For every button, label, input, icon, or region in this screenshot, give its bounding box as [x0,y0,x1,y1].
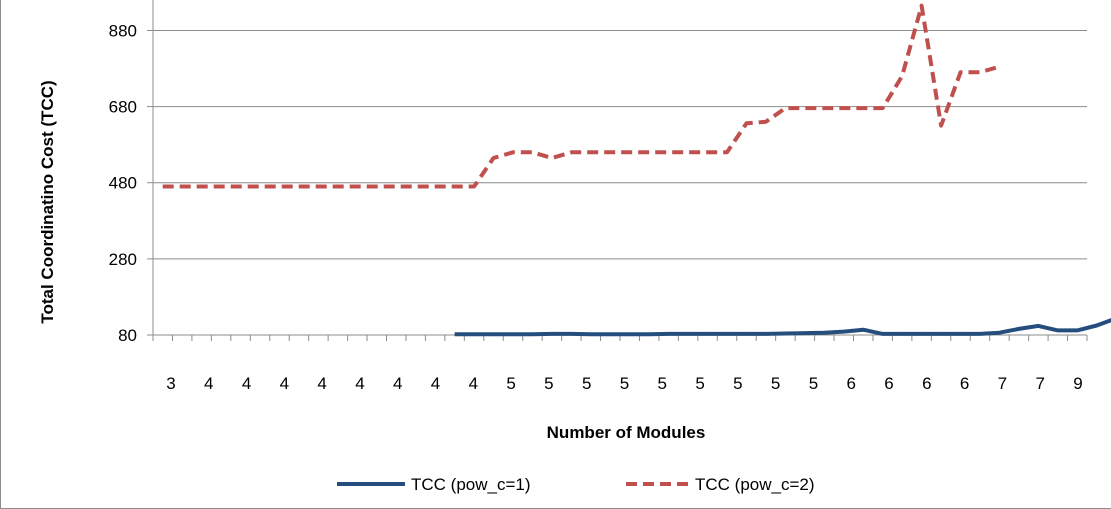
x-tick-label: 5 [695,374,704,393]
series-lines [162,3,1111,337]
x-axis-title: Number of Modules [547,423,706,442]
x-tick-label: 5 [733,374,742,393]
x-tick-label: 4 [280,374,289,393]
x-tick-labels: 3 4 4 4 4 4 4 4 4 5 5 5 5 5 5 5 5 5 6 6 6 6 7 7 9 [166,374,1082,393]
y-tick-label: 880 [109,21,137,40]
y-axis-title: Total Coordinatino Cost (TCC) [38,80,57,323]
x-tick-label: 4 [242,374,251,393]
legend-label-tcc-pow2: TCC (pow_c=2) [695,475,815,494]
x-tick-label: 4 [393,374,402,393]
x-tick-label: 6 [884,374,893,393]
y-tick-label: 480 [109,174,137,193]
x-tick-label: 4 [317,374,326,393]
x-tick-label: 4 [431,374,440,393]
axes [147,0,1088,341]
legend: TCC (pow_c=1) TCC (pow_c=2) [337,475,815,494]
x-tick-label: 5 [620,374,629,393]
x-tick-label: 5 [809,374,818,393]
y-tick-label: 80 [118,326,137,345]
series-line-2 [162,3,1000,189]
x-tick-label: 5 [506,374,515,393]
y-tick-labels: 80 280 480 680 880 [109,21,137,345]
y-tick-label: 680 [109,98,137,117]
x-tick-label: 6 [847,374,856,393]
x-tick-label: 6 [922,374,931,393]
x-tick-label: 6 [960,374,969,393]
y-tick-label: 280 [109,250,137,269]
x-tick-label: 9 [1073,374,1082,393]
x-tick-label: 5 [658,374,667,393]
x-tick-label: 3 [166,374,175,393]
legend-label-tcc-pow1: TCC (pow_c=1) [411,475,531,494]
x-tick-label: 4 [355,374,364,393]
x-tick-label: 7 [1035,374,1044,393]
x-tick-label: 7 [998,374,1007,393]
series-line-1 [454,318,1111,337]
x-tick-label: 5 [771,374,780,393]
x-tick-label: 4 [204,374,213,393]
gridlines [153,29,1087,260]
x-tick-label: 5 [582,374,591,393]
x-tick-label: 5 [544,374,553,393]
x-tick-label: 4 [469,374,478,393]
